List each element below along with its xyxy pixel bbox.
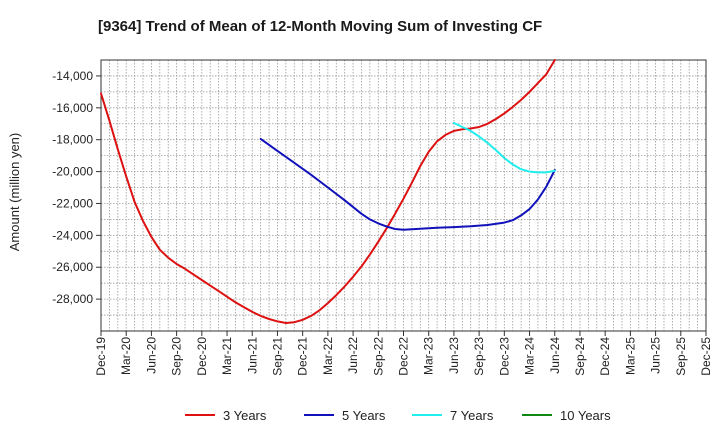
y-tick-label: -22,000 [52,196,93,210]
legend-label-5-years: 5 Years [342,408,386,423]
y-tick-label: -20,000 [52,165,93,179]
x-tick-label: Sep-21 [270,337,284,376]
series-line-3-years [100,59,556,324]
x-tick-label: Sep-25 [674,337,688,376]
x-tick-label: Sep-22 [371,337,385,376]
x-tick-label: Jun-20 [144,337,158,374]
x-tick-label: Jun-23 [447,337,461,374]
y-tick-label: -16,000 [52,101,93,115]
series-line-7-years [452,122,556,174]
x-tick-label: Sep-20 [170,337,184,376]
x-tick-label: Mar-22 [321,337,335,375]
y-tick-label: -24,000 [52,228,93,242]
chart-title: [9364] Trend of Mean of 12-Month Moving … [98,18,542,35]
x-tick-label: Dec-21 [296,337,310,376]
series-line-5-years [259,137,556,231]
x-tick-label: Jun-22 [346,337,360,374]
x-tick-label: Dec-22 [397,337,411,376]
legend: 3 Years 5 Years 7 Years 10 Years [185,408,611,423]
x-tick-label: Jun-21 [245,337,259,374]
x-tick-label: Sep-24 [573,337,587,376]
y-tick-label: -14,000 [52,69,93,83]
y-tick-label: -18,000 [52,133,93,147]
x-tick-label: Dec-24 [598,337,612,376]
legend-label-3-years: 3 Years [223,408,267,423]
x-tick-label: Dec-19 [94,337,108,376]
x-tick-label: Jun-25 [649,337,663,374]
x-tick-label: Dec-25 [699,337,713,376]
x-tick-label: Dec-23 [497,337,511,376]
plot-area: -28,000 -26,000 -24,000 -22,000 -20,000 -18,0… [52,59,713,376]
x-tick-label: Mar-24 [523,337,537,375]
y-tick-label: -28,000 [52,292,93,306]
x-tick-label: Sep-23 [472,337,486,376]
y-axis-label: Amount (million yen) [7,133,22,252]
y-tick-label: -26,000 [52,260,93,274]
x-tick-label: Jun-24 [548,337,562,374]
x-tick-label: Mar-21 [220,337,234,375]
x-tick-label: Mar-20 [119,337,133,375]
legend-label-10-years: 10 Years [560,408,611,423]
x-tick-label: Mar-25 [623,337,637,375]
legend-label-7-years: 7 Years [450,408,494,423]
x-tick-label: Dec-20 [195,337,209,376]
x-tick-label: Mar-23 [422,337,436,375]
